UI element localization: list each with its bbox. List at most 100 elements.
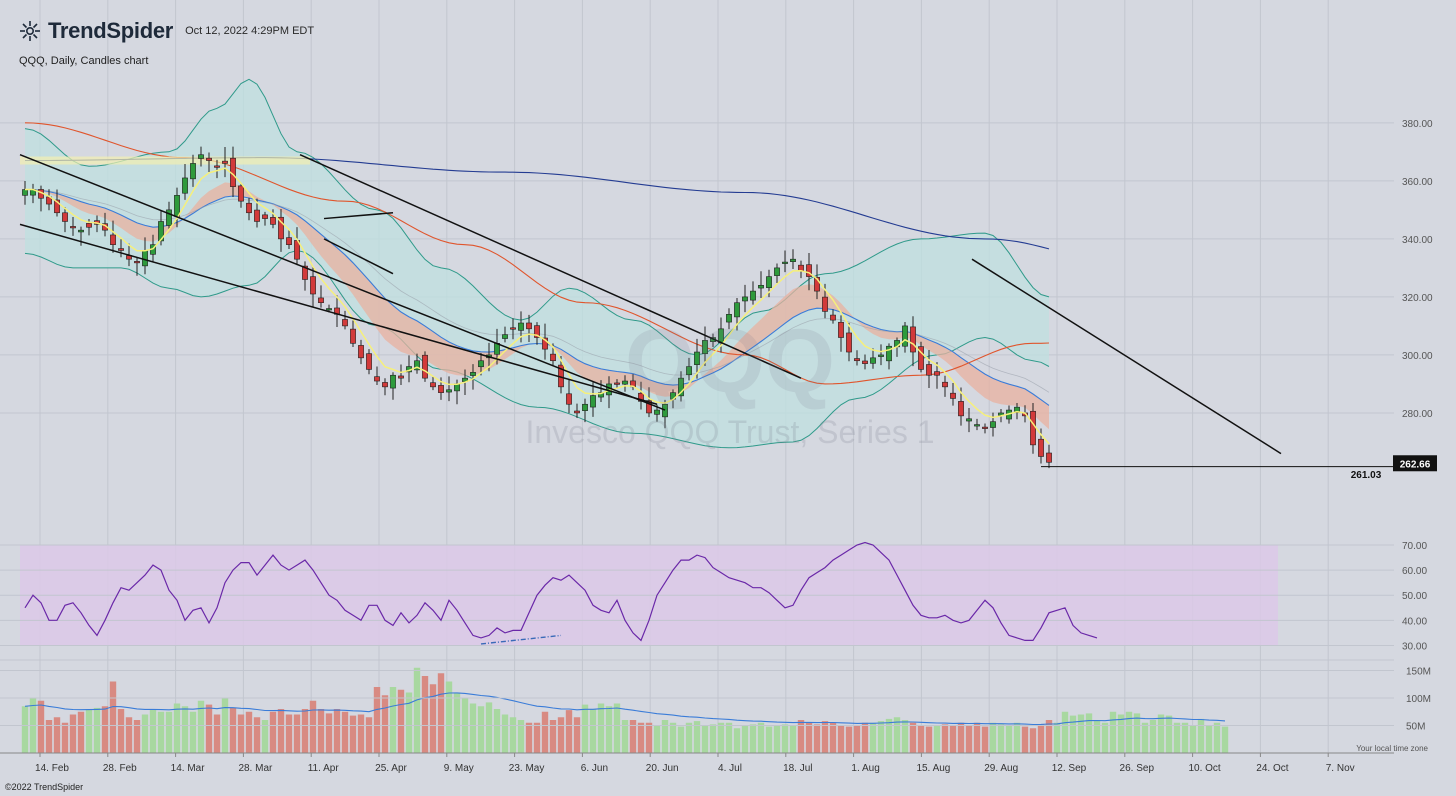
candle-body-36 xyxy=(310,276,316,295)
volume-bar-127 xyxy=(1037,724,1045,753)
volume-bar-75 xyxy=(621,720,629,753)
candle-body-21 xyxy=(190,163,196,180)
candle-body-53 xyxy=(446,389,452,393)
volume-bar-9 xyxy=(93,707,101,753)
vol-tick-2: 150M xyxy=(1406,667,1431,678)
candle-body-83 xyxy=(686,366,692,376)
price-tick-4: 360.00 xyxy=(1402,177,1433,188)
candle-body-99 xyxy=(814,277,820,292)
volume-bar-13 xyxy=(125,717,133,753)
candle-body-40 xyxy=(342,319,348,327)
candle-body-115 xyxy=(942,381,948,388)
volume-bar-10 xyxy=(101,706,109,753)
volume-bar-114 xyxy=(933,725,941,753)
volume-bar-107 xyxy=(877,721,885,753)
volume-bar-11 xyxy=(109,681,117,753)
volume-bar-44 xyxy=(373,687,381,753)
price-tick-2: 320.00 xyxy=(1402,293,1433,304)
candle-body-113 xyxy=(926,364,932,376)
volume-bar-37 xyxy=(317,709,325,753)
volume-bar-53 xyxy=(445,681,453,753)
volume-bar-126 xyxy=(1029,728,1037,753)
volume-bar-82 xyxy=(677,726,685,753)
candle-body-93 xyxy=(766,276,772,289)
candle-body-62 xyxy=(518,322,524,331)
candle-body-119 xyxy=(974,424,980,427)
volume-bar-30 xyxy=(261,720,269,753)
volume-bar-78 xyxy=(645,722,653,753)
volume-bar-61 xyxy=(509,717,517,753)
volume-bar-81 xyxy=(669,722,677,753)
volume-bar-18 xyxy=(165,711,173,753)
volume-bar-40 xyxy=(341,711,349,753)
volume-bar-109 xyxy=(893,717,901,753)
candle-body-116 xyxy=(950,392,956,399)
candle-body-108 xyxy=(886,345,892,362)
volume-bar-142 xyxy=(1157,714,1165,753)
volume-bar-49 xyxy=(413,667,421,753)
timezone-label: Your local time zone xyxy=(1356,744,1428,753)
rsi-tick-0: 30.00 xyxy=(1402,641,1427,652)
price-tag-bg xyxy=(1393,455,1437,472)
volume-bar-47 xyxy=(397,689,405,753)
x-tick-6: 9. May xyxy=(444,763,474,774)
trendline-channel-upper xyxy=(19,154,666,411)
copyright: ©2022 TrendSpider xyxy=(5,782,84,792)
volume-bar-92 xyxy=(757,722,765,753)
candle-body-11 xyxy=(110,234,116,245)
volume-bar-138 xyxy=(1125,711,1133,753)
candle-body-71 xyxy=(590,395,596,408)
volume-bar-70 xyxy=(581,704,589,753)
volume-bar-139 xyxy=(1133,713,1141,753)
candle-body-38 xyxy=(326,308,332,311)
watermark-ticker: QQQ xyxy=(625,312,835,412)
x-tick-5: 25. Apr xyxy=(375,763,407,774)
trendline-fall-down xyxy=(971,258,1282,455)
price-tick-1: 300.00 xyxy=(1402,351,1433,362)
candle-body-70 xyxy=(582,403,588,411)
volume-bar-116 xyxy=(949,725,957,753)
volume-bar-64 xyxy=(533,722,541,753)
volume-bar-28 xyxy=(245,711,253,753)
volume-ma-line xyxy=(24,692,1226,726)
x-tick-10: 4. Jul xyxy=(718,763,742,774)
volume-bar-91 xyxy=(749,724,757,753)
volume-bar-14 xyxy=(133,720,141,753)
candle-body-94 xyxy=(774,267,780,276)
volume-bar-22 xyxy=(197,700,205,753)
rsi-divergence-line xyxy=(480,634,562,645)
volume-bar-8 xyxy=(85,709,93,753)
candle-body-128 xyxy=(1046,452,1052,463)
candle-body-28 xyxy=(246,202,252,214)
watermark-name: Invesco QQQ Trust, Series 1 xyxy=(525,414,934,450)
volume-bar-84 xyxy=(693,721,701,753)
volume-bar-66 xyxy=(549,720,557,753)
candle-body-14 xyxy=(134,261,140,264)
candle-body-96 xyxy=(790,258,796,262)
candle-body-63 xyxy=(526,322,532,330)
volume-bar-27 xyxy=(237,714,245,753)
volume-bar-93 xyxy=(765,726,773,753)
candle-body-31 xyxy=(270,217,276,225)
volume-bar-112 xyxy=(917,725,925,753)
x-tick-9: 20. Jun xyxy=(646,763,679,774)
volume-bar-77 xyxy=(637,722,645,753)
candle-body-75 xyxy=(622,380,628,385)
timestamp: Oct 12, 2022 4:29PM EDT xyxy=(185,25,315,37)
trendline-channel-lower xyxy=(19,223,658,405)
volume-bar-145 xyxy=(1181,722,1189,753)
volume-bar-106 xyxy=(869,722,877,753)
volume-bar-123 xyxy=(1005,725,1013,753)
rsi-tick-2: 50.00 xyxy=(1402,591,1427,602)
trendline-flag-top xyxy=(323,212,394,220)
volume-bar-43 xyxy=(365,717,373,753)
volume-bar-2 xyxy=(37,700,45,753)
candle-body-12 xyxy=(118,248,124,251)
volume-bar-146 xyxy=(1189,725,1197,753)
volume-bar-15 xyxy=(141,714,149,753)
volume-bar-74 xyxy=(613,703,621,753)
volume-bar-100 xyxy=(821,721,829,753)
volume-bar-4 xyxy=(53,717,61,753)
candle-body-17 xyxy=(158,221,164,242)
